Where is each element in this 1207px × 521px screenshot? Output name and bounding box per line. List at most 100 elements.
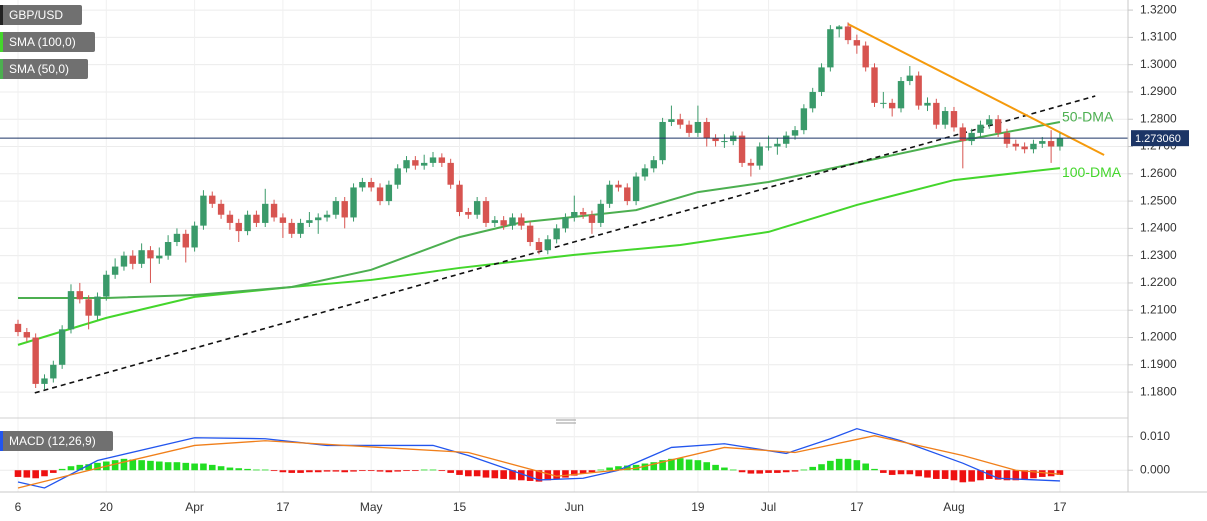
legend-swatch <box>0 32 3 52</box>
histogram-bar <box>217 466 225 471</box>
histogram-bar <box>933 470 940 479</box>
pane-handle[interactable] <box>556 419 576 424</box>
candle-body <box>606 184 613 204</box>
histogram-bar <box>615 466 622 471</box>
candle-body <box>738 135 746 163</box>
candle-body <box>765 146 772 148</box>
histogram-bar <box>270 470 278 472</box>
histogram-bar <box>129 459 137 471</box>
candle-body <box>14 323 22 333</box>
histogram-bar <box>332 470 340 472</box>
histogram-bar <box>659 460 666 471</box>
histogram-bar <box>438 470 446 472</box>
histogram-bar <box>526 470 534 481</box>
histogram-bar <box>738 470 746 473</box>
line <box>17 435 1060 489</box>
candle-body <box>571 212 578 218</box>
candle-body <box>253 214 260 223</box>
legend-entry[interactable]: SMA (50,0) <box>9 62 69 76</box>
candle-body <box>297 222 304 234</box>
histogram-bar <box>244 468 251 471</box>
candle-body <box>526 225 534 243</box>
histogram-bar <box>1021 470 1028 480</box>
candle-body <box>624 187 631 202</box>
candle-body <box>182 233 189 248</box>
histogram-bar <box>588 470 596 473</box>
legend-entry[interactable]: SMA (100,0) <box>9 35 76 49</box>
candle-body <box>209 195 216 204</box>
y-tick-label: 1.2300 <box>1140 248 1177 262</box>
line-annotation: 50-DMA <box>1062 109 1114 125</box>
histogram-bar <box>67 466 75 471</box>
histogram-bar <box>208 464 216 471</box>
histogram-bar <box>906 470 914 475</box>
candle-body <box>1039 141 1046 144</box>
histogram-bar <box>429 469 437 471</box>
candle-body <box>827 29 834 68</box>
histogram-bar <box>880 470 887 473</box>
candle-body <box>986 119 993 125</box>
candle-body <box>76 291 84 300</box>
histogram-bar <box>977 470 984 481</box>
candle-body <box>615 184 622 188</box>
histogram-bar <box>412 470 419 472</box>
candle-body <box>156 255 163 259</box>
candle-body <box>800 108 808 131</box>
histogram-bar <box>712 464 719 471</box>
histogram-bar <box>941 470 949 479</box>
histogram-bar <box>685 459 693 471</box>
candle-body <box>588 214 596 223</box>
y-tick-label: 0.010 <box>1140 429 1170 443</box>
candle-body <box>32 337 39 384</box>
candle-body <box>915 75 922 106</box>
candle-body <box>350 187 357 218</box>
y-tick-label: 1.2900 <box>1140 84 1177 98</box>
histogram-bar <box>473 470 481 477</box>
candle-body <box>138 250 145 264</box>
candle-body <box>880 102 887 104</box>
candle-body <box>659 121 666 161</box>
histogram-bar <box>782 470 790 473</box>
candle-body <box>677 119 684 125</box>
candle-body <box>518 217 525 226</box>
histogram-bar <box>50 470 57 473</box>
candle-body <box>791 130 799 136</box>
candle-body <box>491 220 499 223</box>
candle-body <box>376 187 384 202</box>
candle-body <box>438 157 446 163</box>
histogram-bar <box>279 470 287 473</box>
candle-body <box>315 217 322 221</box>
candle-body <box>306 220 313 223</box>
line <box>847 23 1105 156</box>
legend-swatch <box>0 431 3 451</box>
legend-box <box>0 431 113 451</box>
x-tick-label: 17 <box>850 500 864 514</box>
histogram-bar <box>288 470 296 473</box>
candle-body <box>933 102 940 125</box>
candle-body <box>579 212 587 215</box>
histogram-bar <box>844 458 852 471</box>
candle-body <box>58 329 66 365</box>
histogram-bar <box>924 470 931 478</box>
candle-body <box>191 225 198 248</box>
candle-body <box>747 162 755 166</box>
histogram-bar <box>341 470 349 473</box>
x-tick-label: Aug <box>943 500 964 514</box>
histogram-bar <box>76 464 84 471</box>
y-tick-label: 1.2500 <box>1140 193 1177 207</box>
candle-body <box>818 67 825 92</box>
candle-body <box>50 364 57 379</box>
candle-body <box>871 67 878 103</box>
histogram-bar <box>482 470 490 478</box>
candle-body <box>420 162 428 166</box>
histogram-bar <box>323 470 331 472</box>
candle-body <box>994 119 1002 133</box>
histogram-bar <box>535 470 543 482</box>
histogram-bar <box>94 462 101 471</box>
x-tick-label: May <box>360 500 383 514</box>
candle-body <box>288 222 295 234</box>
histogram-bar <box>297 470 304 473</box>
axes: 1.1800 1.1900 1.2000 1.2100 1.2200 1.2300 1.24… <box>15 2 1177 514</box>
histogram-bar <box>818 464 825 471</box>
histogram-bar <box>191 463 198 471</box>
